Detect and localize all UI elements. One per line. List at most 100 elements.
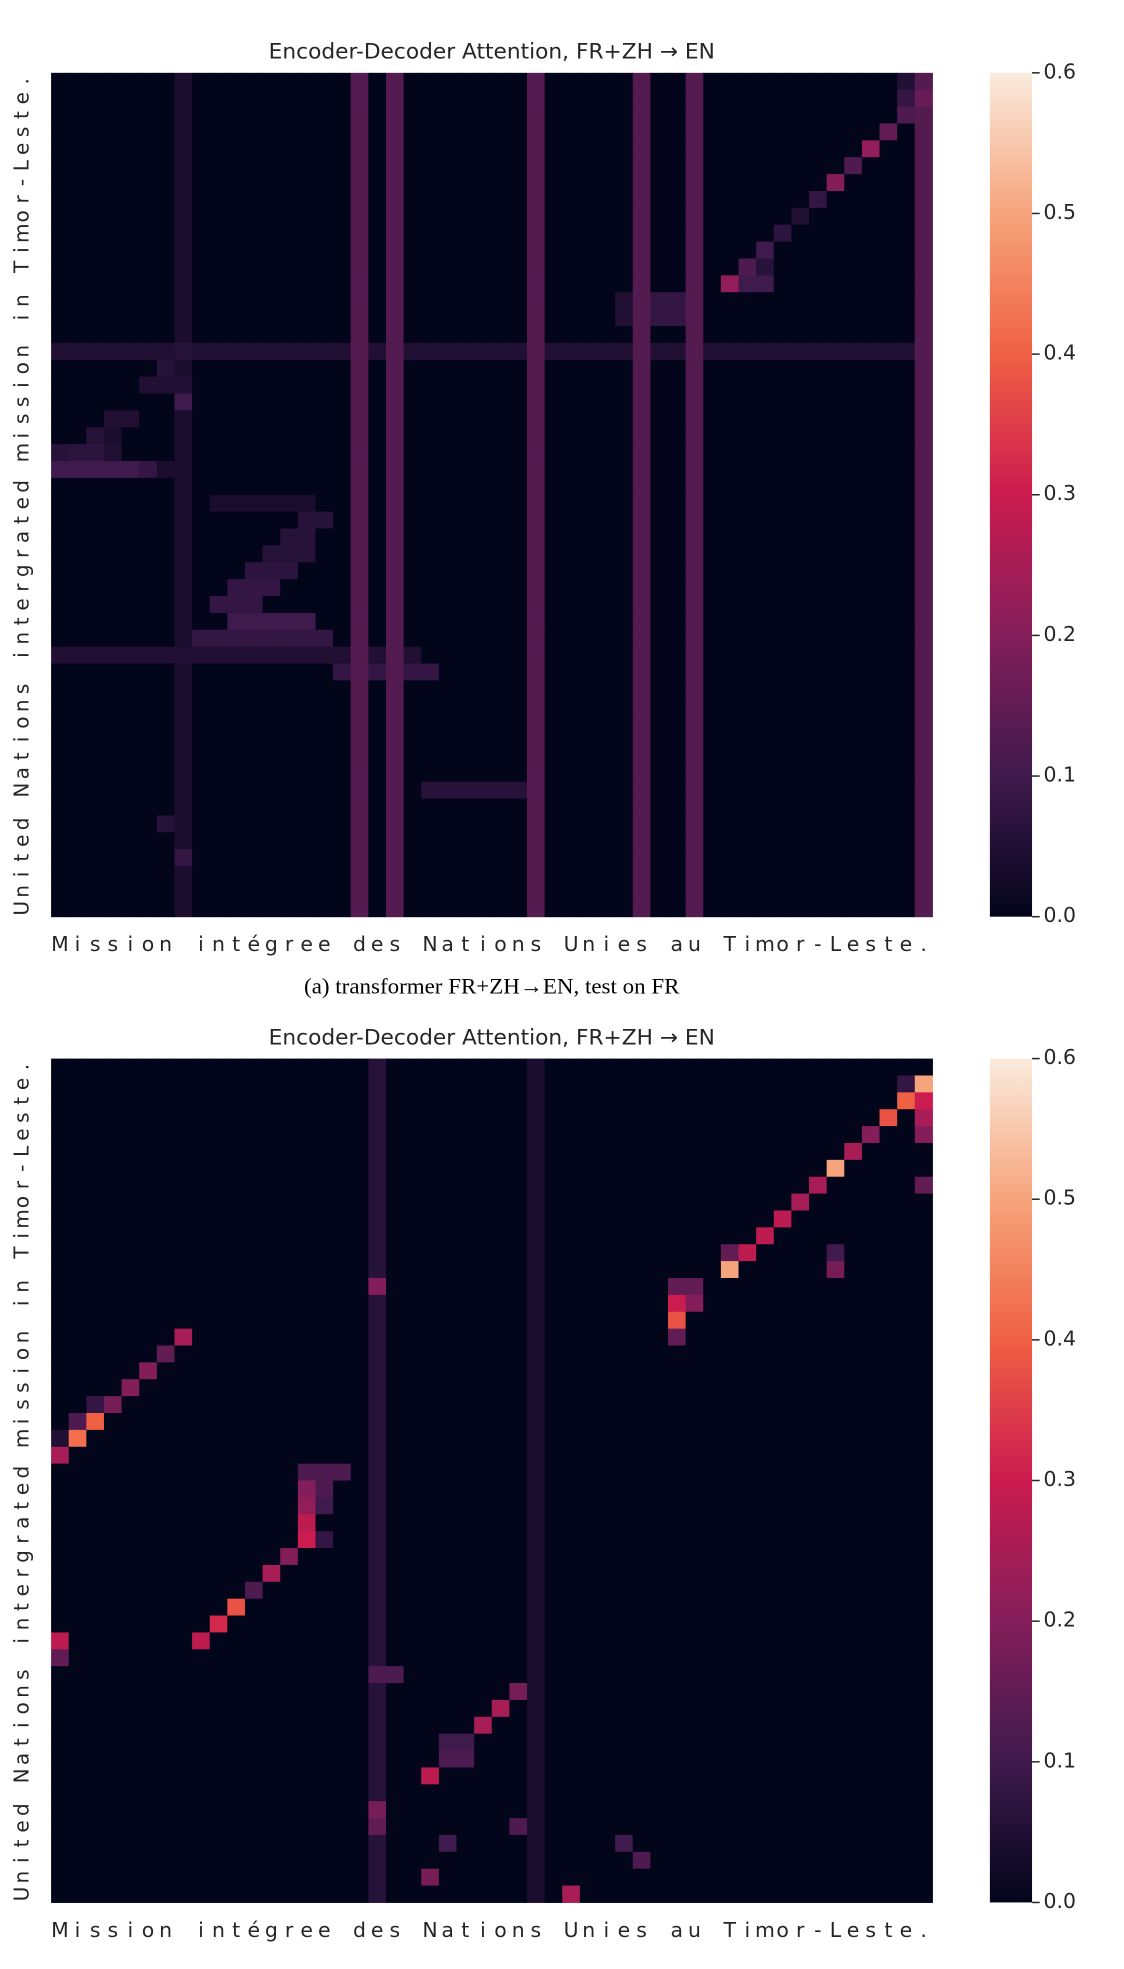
heatmap-cell bbox=[579, 140, 599, 158]
heatmap-cell bbox=[703, 1497, 722, 1515]
heatmap-cell bbox=[756, 1294, 775, 1313]
heatmap-cell bbox=[897, 1294, 916, 1313]
heatmap-cell bbox=[544, 1413, 563, 1431]
heatmap-cell bbox=[456, 1345, 475, 1363]
heatmap-cell bbox=[86, 477, 105, 496]
heatmap-cell bbox=[844, 579, 863, 597]
heatmap-cell bbox=[615, 1480, 634, 1498]
heatmap-cell bbox=[139, 89, 158, 108]
heatmap-cell bbox=[174, 1413, 193, 1431]
heatmap-cell bbox=[879, 849, 898, 867]
heatmap-cell bbox=[685, 258, 704, 276]
heatmap-cell bbox=[544, 646, 563, 665]
heatmap-cell bbox=[668, 1834, 687, 1853]
heatmap-cell bbox=[262, 596, 281, 614]
heatmap-cell bbox=[527, 545, 546, 563]
heatmap-cell bbox=[809, 1818, 828, 1836]
heatmap-cell bbox=[879, 1379, 898, 1397]
heatmap-cell bbox=[826, 1463, 845, 1482]
heatmap-cell bbox=[280, 832, 299, 850]
heatmap-cell bbox=[756, 477, 775, 496]
heatmap-cell bbox=[756, 1463, 775, 1482]
heatmap-cell bbox=[491, 376, 510, 395]
heatmap-cell bbox=[562, 1159, 581, 1178]
heatmap-cell bbox=[756, 612, 775, 631]
heatmap-cell bbox=[333, 1851, 352, 1870]
heatmap-cell bbox=[791, 612, 810, 631]
heatmap-cell bbox=[456, 427, 475, 445]
heatmap-cell bbox=[685, 1159, 704, 1178]
heatmap-cell bbox=[914, 1784, 933, 1802]
heatmap-cell bbox=[632, 1733, 651, 1752]
heatmap-cell bbox=[333, 1126, 352, 1144]
heatmap-cell bbox=[632, 1362, 651, 1380]
heatmap-cell bbox=[297, 1531, 316, 1549]
heatmap-cell bbox=[527, 275, 546, 293]
heatmap-cell bbox=[350, 1193, 369, 1211]
heatmap-cell bbox=[720, 1396, 740, 1414]
heatmap-cell bbox=[103, 1176, 123, 1195]
heatmap-cell bbox=[844, 562, 863, 580]
heatmap-cell bbox=[403, 815, 422, 833]
heatmap-cell bbox=[879, 1514, 898, 1532]
heatmap-cell bbox=[209, 72, 228, 91]
heatmap-cell bbox=[650, 680, 669, 698]
heatmap-cell bbox=[68, 359, 87, 378]
heatmap-cell bbox=[333, 190, 352, 209]
heatmap-cell bbox=[156, 849, 175, 867]
heatmap-cell bbox=[368, 562, 387, 580]
heatmap-cell bbox=[914, 528, 933, 546]
heatmap-cell bbox=[280, 1632, 299, 1650]
heatmap-cell bbox=[139, 781, 158, 800]
heatmap-cell bbox=[86, 1699, 105, 1718]
heatmap-cell bbox=[650, 241, 669, 259]
heatmap-cell bbox=[421, 174, 440, 192]
heatmap-cell bbox=[438, 1784, 458, 1802]
heatmap-cell bbox=[897, 1666, 916, 1684]
heatmap-cell bbox=[86, 140, 105, 158]
heatmap-cell bbox=[897, 494, 916, 513]
heatmap-cell bbox=[914, 461, 933, 479]
heatmap-cell bbox=[156, 207, 175, 226]
heatmap-cell bbox=[509, 596, 528, 614]
x-tick-label: L bbox=[830, 932, 842, 956]
heatmap-cell bbox=[209, 528, 228, 546]
heatmap-cell bbox=[156, 815, 175, 833]
heatmap-cell bbox=[562, 1767, 581, 1785]
heatmap-cell bbox=[756, 140, 775, 158]
heatmap-cell bbox=[174, 663, 193, 681]
heatmap-cell bbox=[280, 241, 299, 259]
heatmap-cell bbox=[438, 1446, 458, 1465]
heatmap-cell bbox=[333, 1362, 352, 1380]
heatmap-cell bbox=[121, 1784, 140, 1802]
heatmap-cell bbox=[668, 1345, 687, 1363]
heatmap-cell bbox=[297, 1514, 316, 1532]
heatmap-cell bbox=[756, 1142, 775, 1161]
heatmap-cell bbox=[914, 207, 933, 226]
heatmap-cell bbox=[262, 1666, 281, 1684]
heatmap-cell bbox=[491, 1210, 510, 1228]
heatmap-cell bbox=[156, 1514, 175, 1532]
heatmap-cell bbox=[527, 444, 546, 462]
heatmap-cell bbox=[438, 1261, 458, 1279]
heatmap-cell bbox=[227, 1345, 246, 1363]
heatmap-cell bbox=[280, 714, 299, 732]
heatmap-cell bbox=[315, 224, 334, 243]
heatmap-cell bbox=[668, 106, 687, 124]
heatmap-cell bbox=[632, 309, 651, 327]
heatmap-cell bbox=[421, 494, 440, 513]
heatmap-cell bbox=[103, 1210, 123, 1228]
heatmap-cell bbox=[773, 1548, 792, 1566]
heatmap-cell bbox=[474, 1716, 493, 1735]
heatmap-cell bbox=[297, 89, 316, 108]
heatmap-cell bbox=[791, 815, 810, 833]
heatmap-cell bbox=[579, 410, 599, 428]
heatmap-cell bbox=[826, 477, 845, 496]
heatmap-cell bbox=[297, 275, 316, 293]
heatmap-cell bbox=[773, 815, 792, 833]
heatmap-cell bbox=[685, 663, 704, 681]
heatmap-cell bbox=[244, 393, 264, 411]
heatmap-cell bbox=[121, 72, 140, 91]
heatmap-cell bbox=[315, 1463, 334, 1482]
heatmap-cell bbox=[280, 359, 299, 378]
